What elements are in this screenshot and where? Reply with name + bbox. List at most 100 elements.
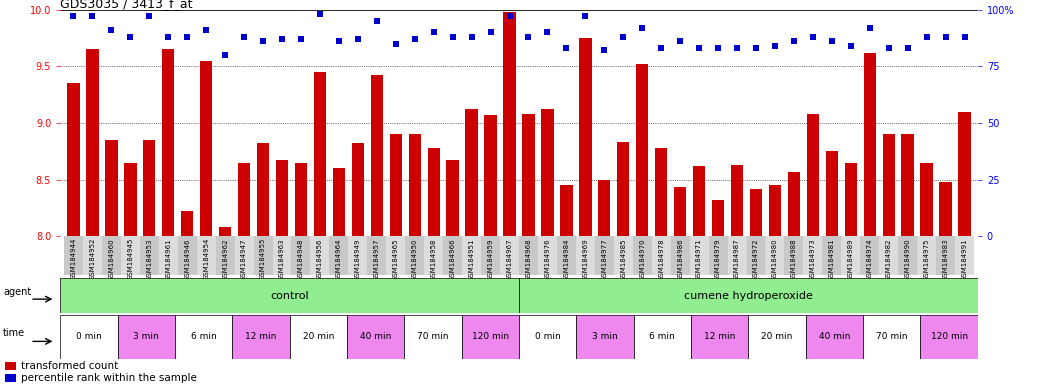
Bar	[576, 315, 633, 359]
Text: 0 min: 0 min	[535, 333, 561, 341]
Point	[596, 47, 612, 53]
Bar	[901, 134, 913, 236]
Bar	[60, 278, 519, 313]
Bar	[652, 236, 671, 275]
Bar	[181, 211, 193, 236]
Bar	[67, 83, 80, 236]
Text: 12 min: 12 min	[245, 333, 276, 341]
Text: GSM184955: GSM184955	[261, 238, 266, 280]
Text: GSM184983: GSM184983	[943, 238, 949, 281]
Point	[179, 34, 195, 40]
Point	[274, 36, 291, 42]
Point	[729, 45, 745, 51]
Bar	[389, 134, 402, 236]
Bar	[117, 315, 174, 359]
Bar	[541, 109, 553, 236]
Bar	[500, 236, 519, 275]
Bar	[235, 236, 253, 275]
Point	[843, 43, 859, 49]
Point	[823, 38, 840, 45]
Text: GSM184981: GSM184981	[828, 238, 835, 281]
Bar	[898, 236, 918, 275]
Bar	[579, 38, 592, 236]
Bar	[276, 160, 289, 236]
Text: GSM184949: GSM184949	[355, 238, 361, 281]
Point	[387, 41, 404, 47]
Bar	[955, 236, 974, 275]
Bar	[785, 236, 803, 275]
Bar	[822, 236, 841, 275]
Bar	[347, 315, 404, 359]
Bar	[748, 315, 805, 359]
Bar	[863, 315, 921, 359]
Text: 120 min: 120 min	[471, 333, 509, 341]
Text: transformed count: transformed count	[21, 361, 118, 371]
Bar	[405, 236, 425, 275]
Text: GSM184961: GSM184961	[165, 238, 171, 281]
Text: GSM184991: GSM184991	[961, 238, 967, 281]
Bar	[290, 315, 347, 359]
Bar	[845, 162, 857, 236]
Point	[368, 18, 385, 24]
Bar	[105, 140, 117, 236]
Bar	[349, 236, 367, 275]
Point	[767, 43, 784, 49]
Text: GSM184962: GSM184962	[222, 238, 228, 281]
Text: GSM184974: GSM184974	[867, 238, 873, 281]
Text: GSM184988: GSM184988	[791, 238, 797, 281]
Bar	[462, 236, 481, 275]
Bar	[386, 236, 405, 275]
Bar	[841, 236, 861, 275]
Text: GSM184947: GSM184947	[241, 238, 247, 281]
Bar	[709, 236, 728, 275]
Bar	[503, 12, 516, 236]
Bar	[803, 236, 822, 275]
Bar	[333, 168, 345, 236]
Text: GSM184982: GSM184982	[885, 238, 892, 281]
Bar	[140, 236, 159, 275]
Text: GSM184966: GSM184966	[449, 238, 456, 281]
Text: GSM184951: GSM184951	[468, 238, 474, 281]
Text: GSM184946: GSM184946	[184, 238, 190, 281]
Bar	[238, 162, 250, 236]
Text: GSM184944: GSM184944	[71, 238, 77, 280]
Bar	[352, 143, 364, 236]
Point	[122, 34, 139, 40]
Text: GSM184948: GSM184948	[298, 238, 304, 281]
Text: 0 min: 0 min	[76, 333, 102, 341]
Text: 6 min: 6 min	[650, 333, 676, 341]
Bar	[655, 148, 667, 236]
Point	[956, 34, 973, 40]
Bar	[177, 236, 197, 275]
Point	[84, 13, 101, 20]
Text: 120 min: 120 min	[930, 333, 967, 341]
Bar	[174, 315, 233, 359]
Text: GSM184967: GSM184967	[507, 238, 513, 281]
Bar	[83, 236, 102, 275]
Point	[862, 25, 878, 31]
Bar	[329, 236, 349, 275]
Text: GSM184945: GSM184945	[128, 238, 133, 280]
Text: 70 min: 70 min	[417, 333, 448, 341]
Bar	[939, 182, 952, 236]
Bar	[295, 162, 307, 236]
Bar	[125, 162, 137, 236]
Text: GSM184957: GSM184957	[374, 238, 380, 281]
Text: GSM184989: GSM184989	[848, 238, 854, 281]
Bar	[693, 166, 705, 236]
Bar	[557, 236, 576, 275]
Bar	[485, 115, 497, 236]
Bar	[310, 236, 329, 275]
Text: GSM184973: GSM184973	[810, 238, 816, 281]
Bar	[159, 236, 177, 275]
Point	[804, 34, 821, 40]
Text: 20 min: 20 min	[303, 333, 334, 341]
Text: GSM184960: GSM184960	[108, 238, 114, 281]
Text: GSM184969: GSM184969	[582, 238, 589, 281]
Point	[786, 38, 802, 45]
Text: GSM184978: GSM184978	[658, 238, 664, 281]
Bar	[671, 236, 689, 275]
Point	[160, 34, 176, 40]
Text: GSM184950: GSM184950	[412, 238, 417, 281]
Point	[899, 45, 916, 51]
